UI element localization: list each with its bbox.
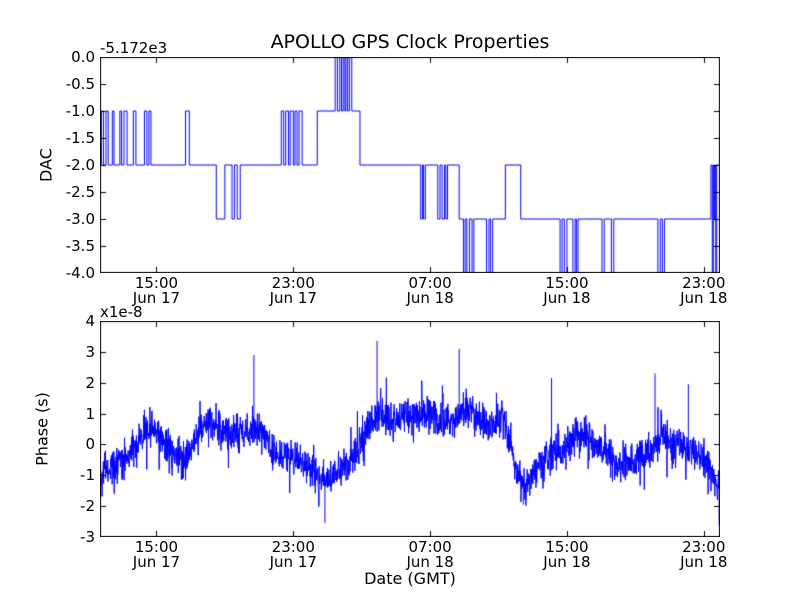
y-tick-label: -3.5	[65, 237, 95, 255]
y-tick-label: -2.5	[65, 183, 95, 201]
x-tick-date: Jun 17	[132, 553, 181, 571]
x-axis-label: Date (GMT)	[364, 569, 456, 588]
y-tick-label: -1	[80, 466, 95, 485]
x-tick-time: 23:00	[271, 538, 315, 556]
x-tick-label: 23:00 Jun 17	[270, 540, 317, 570]
x-tick-date: Jun 18	[680, 553, 728, 571]
y-tick-label: 0.0	[71, 48, 95, 66]
x-tick-time: 23:00	[682, 538, 726, 556]
y-tick-label: 4	[85, 312, 95, 330]
x-tick-label: 15:00 Jun 17	[133, 540, 180, 570]
chart-title: APOLLO GPS Clock Properties	[270, 31, 550, 53]
x-tick-label: 23:00 Jun 18	[680, 276, 727, 306]
dac-plot: 0.0 -0.5 -1.0 -1.5 -2.0 -2.5 -3.0 -3.5 -4.0 15:00…	[66, 48, 728, 306]
x-tick-time: 07:00	[408, 538, 452, 556]
y-tick-label: 0	[85, 435, 95, 454]
y-tick-label: -1.0	[65, 102, 95, 120]
y-tick-label: 2	[85, 373, 95, 392]
x-tick-date: Jun 17	[269, 553, 317, 571]
x-tick-label: 23:00 Jun 18	[680, 540, 727, 570]
x-tick-label: 07:00 Jun 18	[406, 276, 453, 306]
x-tick-time: 15:00	[134, 538, 179, 556]
x-tick-date: Jun 18	[543, 553, 591, 571]
x-tick-date: Jun 17	[132, 289, 181, 307]
y-tick-label: -1.5	[65, 129, 95, 147]
phase-y-axis-label: Phase (s)	[32, 392, 52, 466]
x-tick-time: 07:00	[408, 274, 452, 292]
phase-plot-canvas	[100, 321, 720, 537]
phase-plot: 4 3 2 1 0 -1 -2 -3 15:00 Jun 17 23:00 Jun 17 07:00 Ju…	[80, 312, 727, 570]
y-tick-label: -2	[80, 497, 95, 516]
x-tick-date: Jun 18	[543, 289, 591, 307]
dac-axis-offset-label: -5.172e3	[100, 39, 168, 57]
y-tick-label: -4.0	[65, 264, 95, 282]
x-tick-time: 15:00	[545, 274, 589, 292]
x-tick-label: 07:00 Jun 18	[406, 540, 453, 570]
x-tick-date: Jun 17	[269, 289, 317, 307]
y-tick-label: -2.0	[65, 156, 95, 174]
x-tick-time: 23:00	[682, 274, 726, 292]
x-tick-date: Jun 18	[680, 289, 728, 307]
x-tick-date: Jun 18	[406, 289, 454, 307]
x-tick-time: 15:00	[545, 538, 589, 556]
x-tick-label: 15:00 Jun 18	[543, 276, 590, 306]
y-tick-label: -3	[80, 528, 95, 546]
x-tick-date: Jun 18	[406, 553, 454, 571]
x-tick-time: 15:00	[134, 274, 179, 292]
x-tick-label: 15:00 Jun 18	[543, 540, 590, 570]
phase-axis-multiplier-label: x1e-8	[100, 303, 143, 321]
y-tick-label: 3	[85, 342, 95, 361]
x-tick-label: 15:00 Jun 17	[133, 276, 180, 306]
y-tick-label: -3.0	[65, 210, 95, 228]
dac-plot-canvas	[100, 57, 720, 273]
x-tick-label: 23:00 Jun 17	[270, 276, 317, 306]
x-tick-time: 23:00	[271, 274, 315, 292]
y-tick-label: -0.5	[65, 75, 95, 93]
y-tick-label: 1	[85, 404, 95, 423]
dac-y-axis-label: DAC	[36, 148, 56, 182]
